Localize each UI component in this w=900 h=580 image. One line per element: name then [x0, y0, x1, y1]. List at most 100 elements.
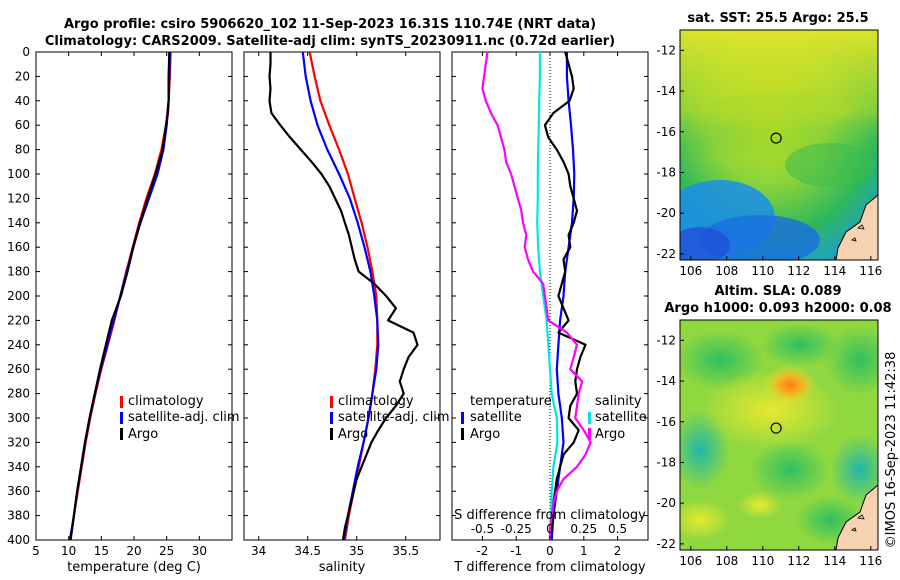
temperature-legend: climatology satellite-adj. clim Argo	[120, 394, 240, 442]
t-difference-tick-labels: -2 -1 0 1 2	[476, 52, 621, 558]
s-tick-label: 0.25	[570, 522, 597, 536]
salinity-series	[268, 51, 419, 541]
x-tick-label: 20	[126, 544, 141, 558]
series-line-argo	[268, 52, 419, 541]
legend-satellite: satellite-adj. clim	[338, 410, 450, 425]
x-tick-label: 0	[546, 544, 554, 558]
depth-tick-label: 400	[7, 533, 30, 547]
s-tick-label: -0.5	[471, 522, 494, 536]
legend-swatch-climatology	[330, 396, 333, 408]
sst-map-title: sat. SST: 25.5 Argo: 25.5	[687, 11, 868, 26]
sst-lon-tick-labels: 106 108 110 112 114 116	[679, 256, 882, 278]
lon-tick-label: 108	[715, 554, 738, 568]
lon-tick-label: 116	[859, 264, 882, 278]
copyright-timestamp: ©IMOS 16-Sep-2023 11:42:38	[884, 352, 899, 549]
sst-map: sat. SST: 25.5 Argo: 25.5 106 108 110 112 11…	[656, 11, 882, 278]
depth-tick-label: 160	[7, 240, 30, 254]
sla-map-title-line2: Argo h1000: 0.093 h2000: 0.08	[664, 301, 891, 316]
salinity-legend: climatology satellite-adj. clim Argo	[330, 394, 450, 442]
sla-map: Altim. SLA: 0.089 Argo h1000: 0.093 h200…	[656, 284, 891, 568]
depth-tick-label: 80	[15, 143, 30, 157]
lon-tick-label: 110	[751, 554, 774, 568]
lat-tick-label: -18	[656, 455, 676, 469]
x-tick-label: 35	[349, 544, 364, 558]
x-tick-label: 5	[32, 544, 40, 558]
lon-tick-label: 112	[787, 264, 810, 278]
s-difference-tick-labels: -0.5 -0.25 0 0.25 0.5	[471, 522, 627, 536]
sst-lat-tick-labels: -12 -14 -16 -18 -20 -22	[656, 43, 684, 261]
sla-heatmap-field	[680, 320, 878, 550]
legend-climatology: climatology	[338, 394, 414, 409]
x-tick-label: 15	[94, 544, 109, 558]
lat-tick-label: -22	[656, 247, 676, 261]
salinity-panel: 34 34.5 35 35.5 salinity climatology satell…	[243, 51, 450, 575]
sla-map-frame	[679, 319, 879, 551]
s-difference-xlabel: S difference from climatology	[454, 508, 646, 523]
lat-tick-label: -14	[656, 374, 676, 388]
lat-tick-label: -20	[656, 496, 676, 510]
lat-tick-label: -12	[656, 43, 676, 57]
series-line-t-satellite	[550, 52, 576, 541]
lat-tick-label: -12	[656, 333, 676, 347]
depth-tick-label: 140	[7, 216, 30, 230]
legend-t-argo: Argo	[470, 427, 500, 442]
depth-tick-label: 260	[7, 362, 30, 376]
depth-tick-label: 240	[7, 338, 30, 352]
series-line-s-satellite	[536, 52, 559, 541]
depth-tick-label: 200	[7, 289, 30, 303]
difference-panel: -2 -1 0 1 2 -0.5 -0.25 0 0.25 0.5 S difference f…	[451, 51, 649, 575]
lon-tick-label: 106	[679, 264, 702, 278]
sla-lon-tick-labels: 106 108 110 112 114 116	[679, 546, 882, 568]
temperature-series	[68, 51, 172, 541]
s-tick-label: -0.25	[501, 522, 532, 536]
salinity-axes-frame	[243, 51, 441, 541]
depth-tick-label: 340	[7, 460, 30, 474]
series-line-climatology	[308, 51, 379, 541]
legend-swatch-t-satellite	[461, 412, 464, 424]
legend-swatch-s-argo	[588, 428, 591, 440]
temperature-xlabel: temperature (deg C)	[67, 560, 201, 575]
difference-series	[481, 51, 592, 541]
depth-tick-label: 380	[7, 509, 30, 523]
lat-tick-label: -20	[656, 206, 676, 220]
depth-tick-label: 280	[7, 387, 30, 401]
lon-tick-label: 108	[715, 264, 738, 278]
sst-heatmap-field	[680, 30, 878, 260]
temperature-tick-labels: 5 10 15 20 25 30	[32, 52, 207, 558]
lon-tick-label: 116	[859, 554, 882, 568]
legend-swatch-climatology	[120, 396, 123, 408]
legend-salinity: salinity	[595, 394, 642, 409]
series-line-t-argo	[543, 51, 587, 541]
depth-tick-label: 180	[7, 265, 30, 279]
x-tick-label: 1	[580, 544, 588, 558]
t-difference-xlabel: T difference from climatology	[453, 560, 646, 575]
x-tick-label: 10	[61, 544, 76, 558]
legend-s-satellite: satellite	[595, 410, 647, 425]
sla-lat-tick-labels: -12 -14 -16 -18 -20 -22	[656, 333, 684, 551]
figure-title-line1: Argo profile: csiro 5906620_102 11-Sep-2…	[64, 17, 596, 32]
legend-swatch-argo	[120, 428, 123, 440]
depth-tick-label: 0	[22, 45, 30, 59]
s-tick-label: 0	[546, 522, 554, 536]
depth-tick-label: 20	[15, 69, 30, 83]
sla-map-title-line1: Altim. SLA: 0.089	[715, 284, 842, 299]
argo-position-marker	[770, 422, 782, 434]
lon-tick-label: 106	[679, 554, 702, 568]
coastline-land	[835, 484, 878, 550]
argo-position-marker	[770, 132, 782, 144]
x-tick-label: 35.5	[392, 544, 419, 558]
series-line-argo	[68, 51, 171, 541]
temperature-axes-frame	[35, 51, 233, 541]
depth-tick-label: 60	[15, 118, 30, 132]
lat-tick-label: -14	[656, 84, 676, 98]
figure-title-line2: Climatology: CARS2009. Satellite-adj cli…	[45, 34, 615, 49]
lat-tick-label: -22	[656, 537, 676, 551]
depth-tick-label: 320	[7, 435, 30, 449]
legend-s-argo: Argo	[595, 427, 625, 442]
depth-tick-labels: 0 20 40 60 80 100 120 140 160 180 200 220 240 260 280 3…	[7, 45, 648, 547]
depth-tick-label: 100	[7, 167, 30, 181]
series-line-satellite-adj-clim	[301, 51, 380, 541]
series-line-s-argo	[481, 51, 592, 540]
lat-tick-label: -16	[656, 125, 676, 139]
